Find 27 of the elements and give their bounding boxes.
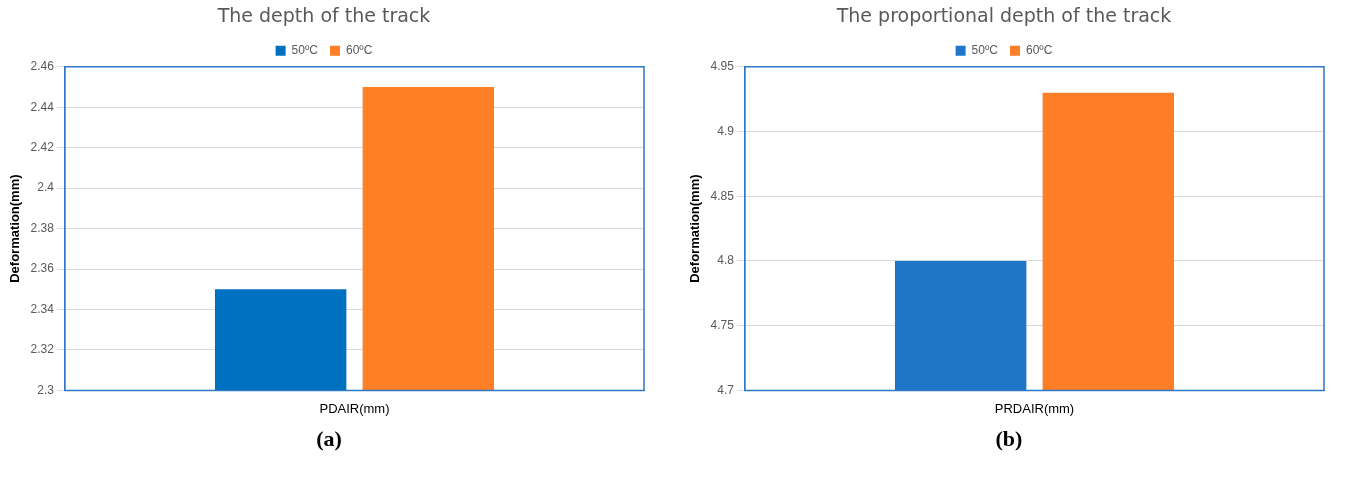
legend-label: 50ºC [971,43,999,58]
y-tick-label: 2.42 [30,140,55,155]
x-tick-label: PRDAIR(mm) [994,400,1075,416]
y-tick-label: 2.38 [30,220,55,235]
y-tick-label: 4.75 [710,317,735,332]
y-tick-label: 4.9 [717,123,735,138]
legend-label: 50ºC [291,43,319,58]
legend-label: 60ºC [1026,43,1053,58]
text: (a) [316,426,342,452]
text: (b) [995,426,1023,452]
y-tick-label: 4.8 [717,253,735,268]
legend-label: 60ºC [346,43,373,58]
x-tick-label: PDAIR(mm) [319,400,390,416]
y-axis-title: Deformation(mm) [7,174,23,283]
y-tick-label: 2.46 [30,59,55,74]
y-tick-label: 2.3 [37,382,55,397]
chart-title: The proportional depth of the track [835,4,1172,27]
y-tick-label: 2.44 [30,99,55,114]
y-tick-label: 4.95 [710,59,735,74]
y-tick-label: 2.36 [30,261,55,276]
chart-title: The depth of the track [216,4,431,27]
y-axis-title: Deformation(mm) [687,174,703,283]
y-tick-label: 4.7 [717,382,735,397]
y-tick-label: 2.4 [37,180,55,195]
y-tick-label: 4.85 [710,188,735,203]
y-tick-label: 2.34 [30,301,55,316]
y-tick-label: 2.32 [30,342,55,357]
